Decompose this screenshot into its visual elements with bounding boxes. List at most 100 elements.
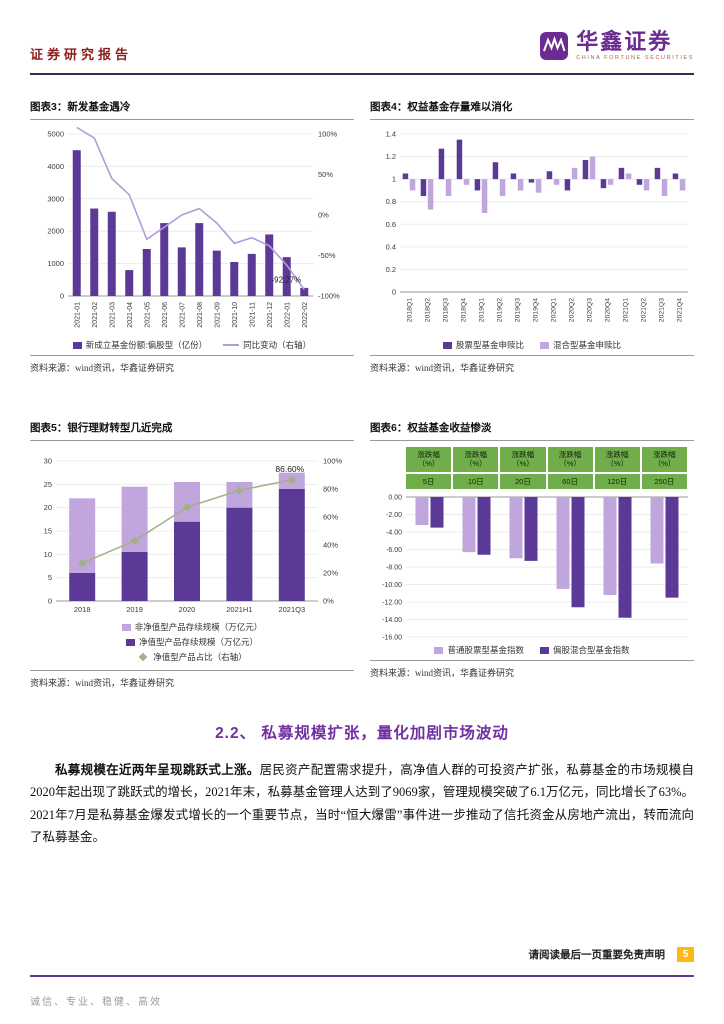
- svg-text:2021Q1: 2021Q1: [623, 298, 630, 322]
- svg-text:2020Q1: 2020Q1: [551, 298, 558, 322]
- svg-text:2020: 2020: [179, 605, 196, 614]
- chart6-canvas: 0.00 -2.00 -4.00 -6.00 -8.00 -10.00 -12.00 -14.…: [382, 495, 688, 642]
- diamond-marker-swatch: [138, 652, 148, 662]
- legend-label: 股票型基金申赎比: [455, 340, 524, 350]
- svg-text:2019: 2019: [126, 605, 143, 614]
- legend-item: 混合型基金申赎比: [540, 339, 621, 351]
- brand-logo: 华鑫证券 CHINA FORTUNE SECURITIES: [539, 30, 694, 61]
- table-header-cell: 涨跌幅 （%）: [594, 447, 640, 472]
- legend-item: 新成立基金份额:偏股型（亿份）: [72, 339, 208, 351]
- svg-text:2021-05: 2021-05: [144, 302, 151, 328]
- bar-swatch: [540, 341, 549, 349]
- brand-name: 华鑫证券: [576, 29, 673, 54]
- chart5-title: 图表5：银行理财转型几近完成: [30, 418, 354, 441]
- svg-text:20: 20: [44, 503, 52, 512]
- svg-text:2021-08: 2021-08: [197, 302, 204, 328]
- svg-text:20%: 20%: [323, 569, 338, 578]
- svg-text:5000: 5000: [47, 130, 64, 139]
- paragraph-lead-bold: 私募规模在近两年呈现跳跃式上涨。: [55, 763, 260, 777]
- svg-text:2022-02: 2022-02: [302, 302, 309, 328]
- svg-text:2021-02: 2021-02: [92, 302, 99, 328]
- svg-text:2021Q3: 2021Q3: [659, 298, 666, 322]
- chart5-panel: 图表5：银行理财转型几近完成 0 5 10 15 20 25 30 0% 20% 40% 60% 80…: [30, 418, 354, 689]
- svg-text:0: 0: [392, 288, 396, 297]
- section-heading: 2.2、 私募规模扩张，量化加剧市场波动: [215, 725, 509, 742]
- legend-item: 同比变动（右轴）: [223, 339, 311, 351]
- svg-text:25: 25: [44, 480, 52, 489]
- bar-swatch: [434, 646, 444, 654]
- svg-text:-14.00: -14.00: [382, 617, 402, 624]
- svg-text:0.00: 0.00: [388, 495, 402, 502]
- svg-text:2019Q2: 2019Q2: [497, 298, 504, 322]
- legend-label: 净值型产品存续规模（万亿元）: [138, 637, 258, 647]
- legend-label: 普通股票型基金指数: [447, 645, 524, 656]
- svg-text:2021-07: 2021-07: [179, 302, 186, 328]
- svg-text:2021Q3: 2021Q3: [278, 605, 305, 614]
- svg-text:-100%: -100%: [318, 292, 340, 301]
- svg-text:86.60%: 86.60%: [275, 464, 304, 474]
- svg-text:60%: 60%: [323, 513, 338, 522]
- svg-text:3000: 3000: [47, 194, 64, 203]
- brand-text: 华鑫证券 CHINA FORTUNE SECURITIES: [576, 30, 694, 61]
- svg-text:50%: 50%: [318, 170, 333, 179]
- svg-text:2019Q1: 2019Q1: [479, 298, 486, 322]
- header-divider: [30, 73, 694, 75]
- bar-swatch: [540, 646, 549, 654]
- svg-text:2021-11: 2021-11: [249, 302, 256, 327]
- legend-label: 同比变动（右轴）: [243, 340, 312, 350]
- svg-text:80%: 80%: [323, 485, 338, 494]
- charts-grid: 图表3：新发基金遇冷 0 1000 2000 3000 4000 5000 -100% -50…: [30, 97, 694, 689]
- svg-text:2021-03: 2021-03: [109, 302, 116, 328]
- line-swatch: [223, 344, 240, 346]
- svg-text:2020Q2: 2020Q2: [569, 298, 576, 322]
- chart3-panel: 图表3：新发基金遇冷 0 1000 2000 3000 4000 5000 -100% -50…: [30, 97, 354, 374]
- chart6-panel: 图表6：权益基金收益惨淡 涨跌幅 （%） 涨跌幅 （%） 涨跌幅 （%） 涨跌幅 （%） 涨跌幅…: [370, 418, 694, 689]
- svg-text:0%: 0%: [323, 597, 334, 606]
- legend-label: 新成立基金份额:偏股型（亿份）: [85, 340, 208, 350]
- table-header-cell: 涨跌幅 （%）: [547, 447, 593, 472]
- page-header: 证券研究报告 华鑫证券 CHINA FORTUNE SECURITIES: [30, 30, 694, 63]
- svg-text:-16.00: -16.00: [382, 635, 402, 642]
- svg-text:2021-06: 2021-06: [162, 302, 169, 328]
- legend-item: 股票型基金申赎比: [442, 339, 524, 351]
- disclaimer-text: 请阅读最后一页重要免责声明: [528, 949, 666, 961]
- chart5-canvas: 0 5 10 15 20 25 30 0% 20% 40% 60% 80% 100% 2018 2019 20…: [44, 457, 343, 615]
- footer-disclaimer: 请阅读最后一页重要免责声明 5: [528, 947, 694, 962]
- chart6-legend: 普通股票型基金指数 偏股混合型基金指数: [370, 643, 694, 657]
- legend-label: 净值型产品占比（右轴）: [153, 652, 247, 662]
- table-period-cell: 5日: [406, 473, 452, 490]
- footer-divider: [30, 975, 694, 977]
- svg-text:0: 0: [60, 292, 64, 301]
- legend-item: 普通股票型基金指数: [434, 644, 524, 656]
- svg-text:2021-10: 2021-10: [232, 302, 239, 328]
- legend-item: 净值型产品存续规模（万亿元）: [125, 636, 258, 648]
- legend-item: 偏股混合型基金指数: [540, 644, 630, 656]
- svg-text:2018Q2: 2018Q2: [425, 298, 432, 322]
- chart3-canvas: 0 1000 2000 3000 4000 5000 -100% -50% 0% 50% 100% 2…: [47, 126, 340, 328]
- table-period-cell: 120日: [594, 473, 640, 490]
- table-header-cell: 涨跌幅 （%）: [500, 447, 546, 472]
- table-header-cell: 涨跌幅 （%）: [641, 447, 687, 472]
- svg-text:0.6: 0.6: [386, 220, 396, 229]
- svg-text:2022-01: 2022-01: [284, 302, 291, 328]
- chart4-panel: 图表4：权益基金存量难以消化 0 0.2 0.4 0.6 0.8 1 1.2 1.4 2018Q…: [370, 97, 694, 374]
- legend-label: 偏股混合型基金指数: [553, 645, 630, 656]
- chart3-title: 图表3：新发基金遇冷: [30, 97, 354, 120]
- footer-motto: 诚信、专业、稳健、高效: [30, 997, 162, 1008]
- table-header-cell: 涨跌幅 （%）: [406, 447, 452, 472]
- svg-text:2021-01: 2021-01: [74, 302, 81, 328]
- svg-text:-92.27%: -92.27%: [271, 276, 301, 285]
- table-period-cell: 60日: [547, 473, 593, 490]
- chart4-source: 资料来源：wind资讯，华鑫证券研究: [370, 355, 694, 374]
- table-period-cell: 250日: [641, 473, 687, 490]
- chart3-source: 资料来源：wind资讯，华鑫证券研究: [30, 355, 354, 374]
- bar-swatch: [72, 341, 82, 349]
- svg-text:5: 5: [48, 573, 52, 582]
- chart6-header-table: 涨跌幅 （%） 涨跌幅 （%） 涨跌幅 （%） 涨跌幅 （%） 涨跌幅 （%） 涨跌幅 （%） 5日 10…: [406, 447, 687, 490]
- svg-text:2020Q4: 2020Q4: [605, 298, 612, 322]
- chart5-legend: 非净值型产品存续规模（万亿元） 净值型产品存续规模（万亿元） 净值型产品占比（右…: [30, 619, 354, 667]
- svg-text:2018Q1: 2018Q1: [407, 298, 414, 322]
- bar-swatch: [125, 638, 135, 646]
- svg-text:30: 30: [44, 457, 52, 466]
- svg-text:100%: 100%: [323, 457, 343, 466]
